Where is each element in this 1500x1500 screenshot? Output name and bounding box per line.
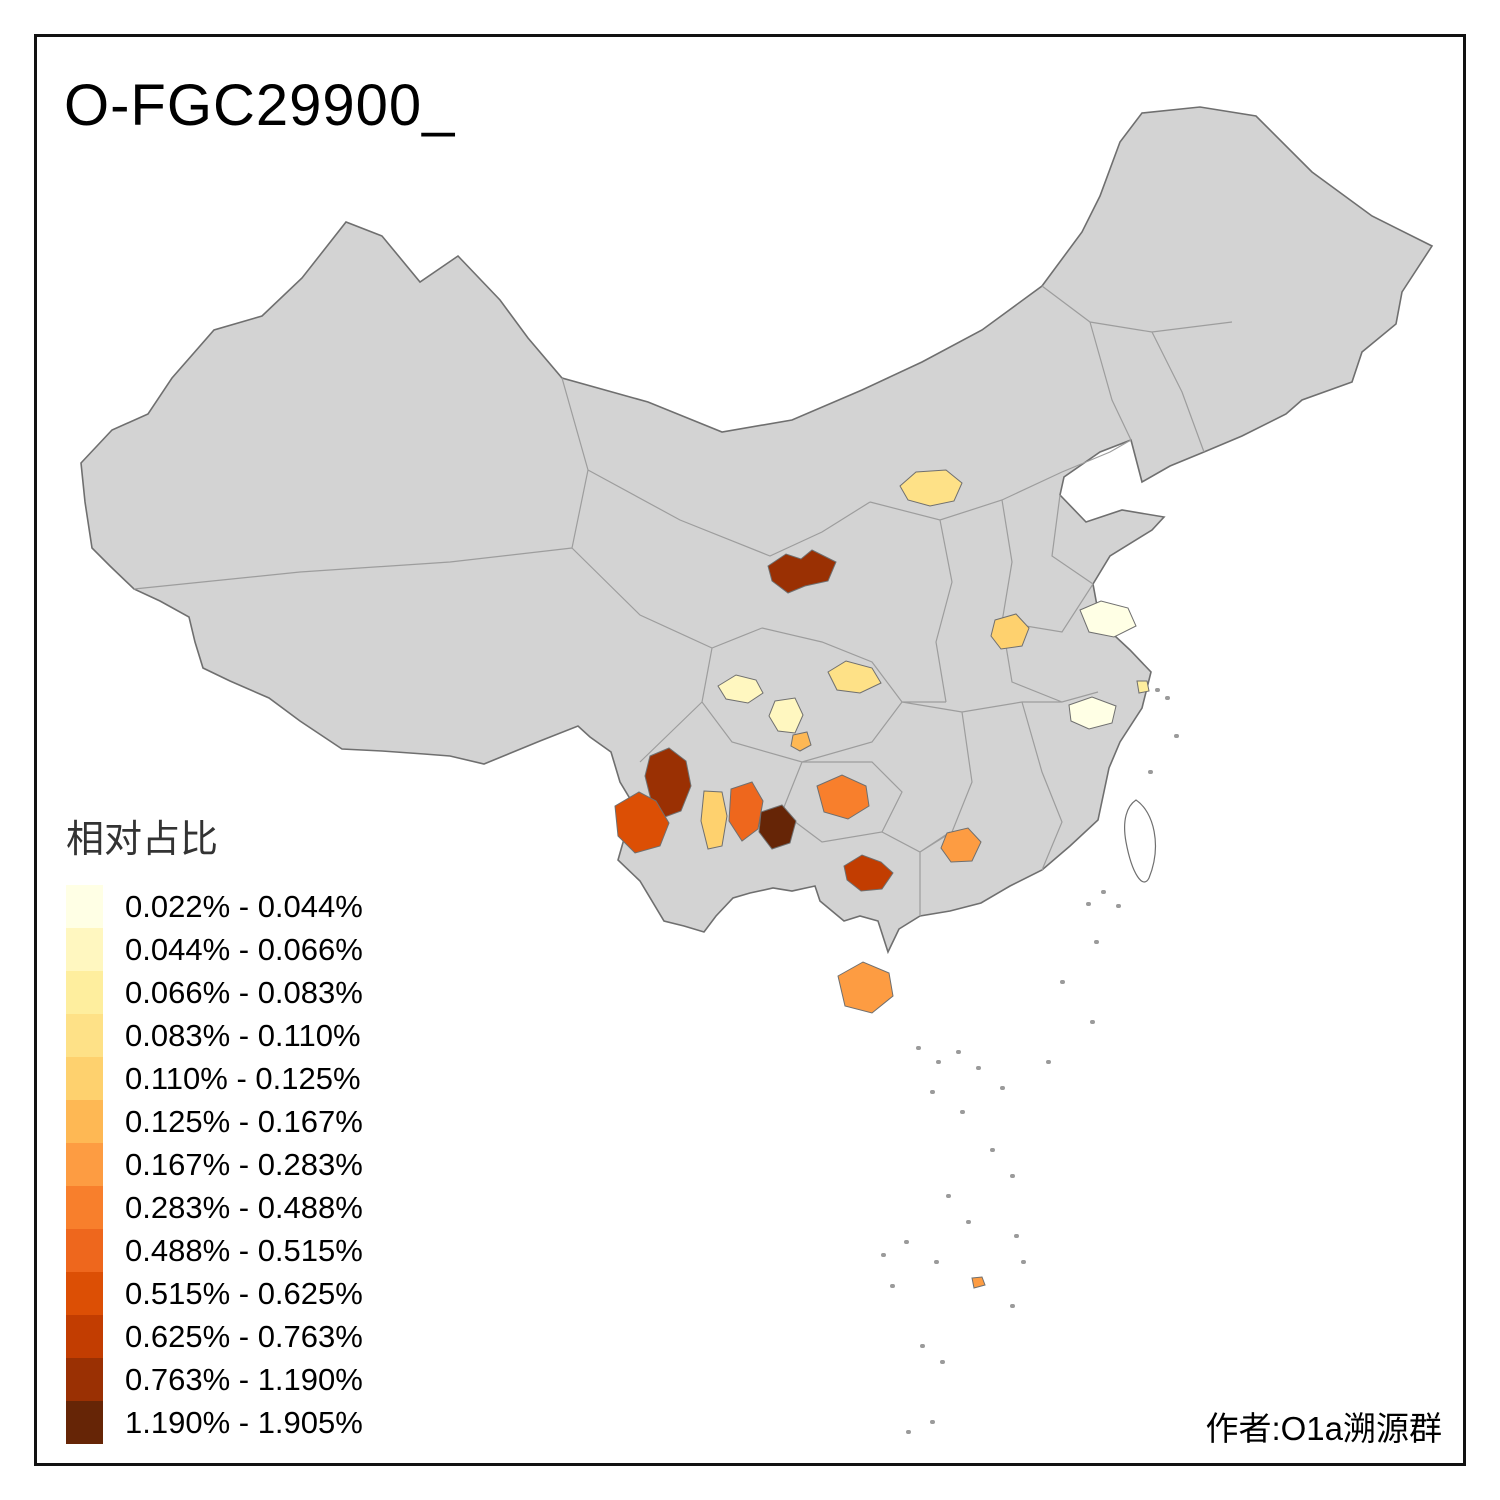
choropleth-region [843, 854, 894, 892]
choropleth-region-islet [971, 1276, 986, 1289]
legend-item: 0.283% - 0.488% [66, 1186, 426, 1229]
legend-item: 0.110% - 0.125% [66, 1057, 426, 1100]
legend-label: 1.190% - 1.905% [125, 1404, 363, 1440]
legend-swatch [66, 885, 103, 928]
legend-label: 0.110% - 0.125% [125, 1060, 361, 1096]
choropleth-region [827, 660, 882, 694]
province-borders [133, 285, 1233, 916]
legend-item: 0.763% - 1.190% [66, 1358, 426, 1401]
choropleth-region [816, 774, 870, 820]
taiwan-island [1124, 799, 1156, 883]
china-mainland [80, 106, 1434, 955]
legend-item: 0.125% - 0.167% [66, 1100, 426, 1143]
legend-swatch [66, 1014, 103, 1057]
legend-swatch [66, 1143, 103, 1186]
legend-item: 0.044% - 0.066% [66, 928, 426, 971]
legend-label: 0.283% - 0.488% [125, 1189, 363, 1225]
legend-title: 相对占比 [66, 819, 219, 861]
legend-swatch [66, 1229, 103, 1272]
legend-item: 0.022% - 0.044% [66, 885, 426, 928]
legend-label: 0.125% - 0.167% [125, 1103, 363, 1139]
choropleth-region [767, 549, 837, 594]
page-title: O-FGC29900_ [64, 73, 456, 138]
legend-label: 0.515% - 0.625% [125, 1275, 363, 1311]
colored-regions [614, 469, 1150, 1289]
author-credit: 作者:O1a溯源群 [1205, 1410, 1442, 1447]
choropleth-region [768, 697, 804, 734]
legend-label: 0.022% - 0.044% [125, 888, 363, 924]
legend-swatch [66, 1315, 103, 1358]
legend-label: 0.763% - 1.190% [125, 1361, 363, 1397]
choropleth-region [614, 791, 670, 854]
small-islands [881, 688, 1179, 1434]
legend-swatch [66, 1057, 103, 1100]
choropleth-region [1068, 696, 1117, 730]
legend-item: 0.083% - 0.110% [66, 1014, 426, 1057]
legend-label: 0.044% - 0.066% [125, 931, 363, 967]
legend-swatch [66, 1186, 103, 1229]
choropleth-region [758, 804, 797, 850]
choropleth-region [717, 674, 764, 704]
legend-swatch [66, 1401, 103, 1444]
legend-label: 0.066% - 0.083% [125, 974, 363, 1010]
choropleth-region [728, 781, 764, 842]
choropleth-region [1136, 680, 1150, 694]
choropleth-region [790, 731, 812, 752]
choropleth-region [899, 469, 963, 507]
choropleth-region [644, 747, 692, 819]
legend-label: 0.083% - 0.110% [125, 1017, 361, 1053]
legend-swatch [66, 1100, 103, 1143]
legend-swatch [66, 928, 103, 971]
choropleth-region [990, 613, 1030, 650]
legend-label: 0.488% - 0.515% [125, 1232, 363, 1268]
legend-item: 0.625% - 0.763% [66, 1315, 426, 1358]
legend-label: 0.625% - 0.763% [125, 1318, 363, 1354]
legend-item: 1.190% - 1.905% [66, 1401, 426, 1444]
legend-item: 0.488% - 0.515% [66, 1229, 426, 1272]
legend-swatch [66, 971, 103, 1014]
choropleth-region [700, 790, 728, 850]
legend-swatch [66, 1272, 103, 1315]
legend-swatch [66, 1358, 103, 1401]
legend-item: 0.066% - 0.083% [66, 971, 426, 1014]
legend: 相对占比 0.022% - 0.044% 0.044% - 0.066% 0.0… [66, 808, 426, 1444]
legend-item: 0.515% - 0.625% [66, 1272, 426, 1315]
choropleth-region [1079, 600, 1137, 638]
legend-item: 0.167% - 0.283% [66, 1143, 426, 1186]
choropleth-region-hainan [837, 961, 894, 1014]
legend-label: 0.167% - 0.283% [125, 1146, 363, 1182]
choropleth-region [940, 827, 982, 863]
